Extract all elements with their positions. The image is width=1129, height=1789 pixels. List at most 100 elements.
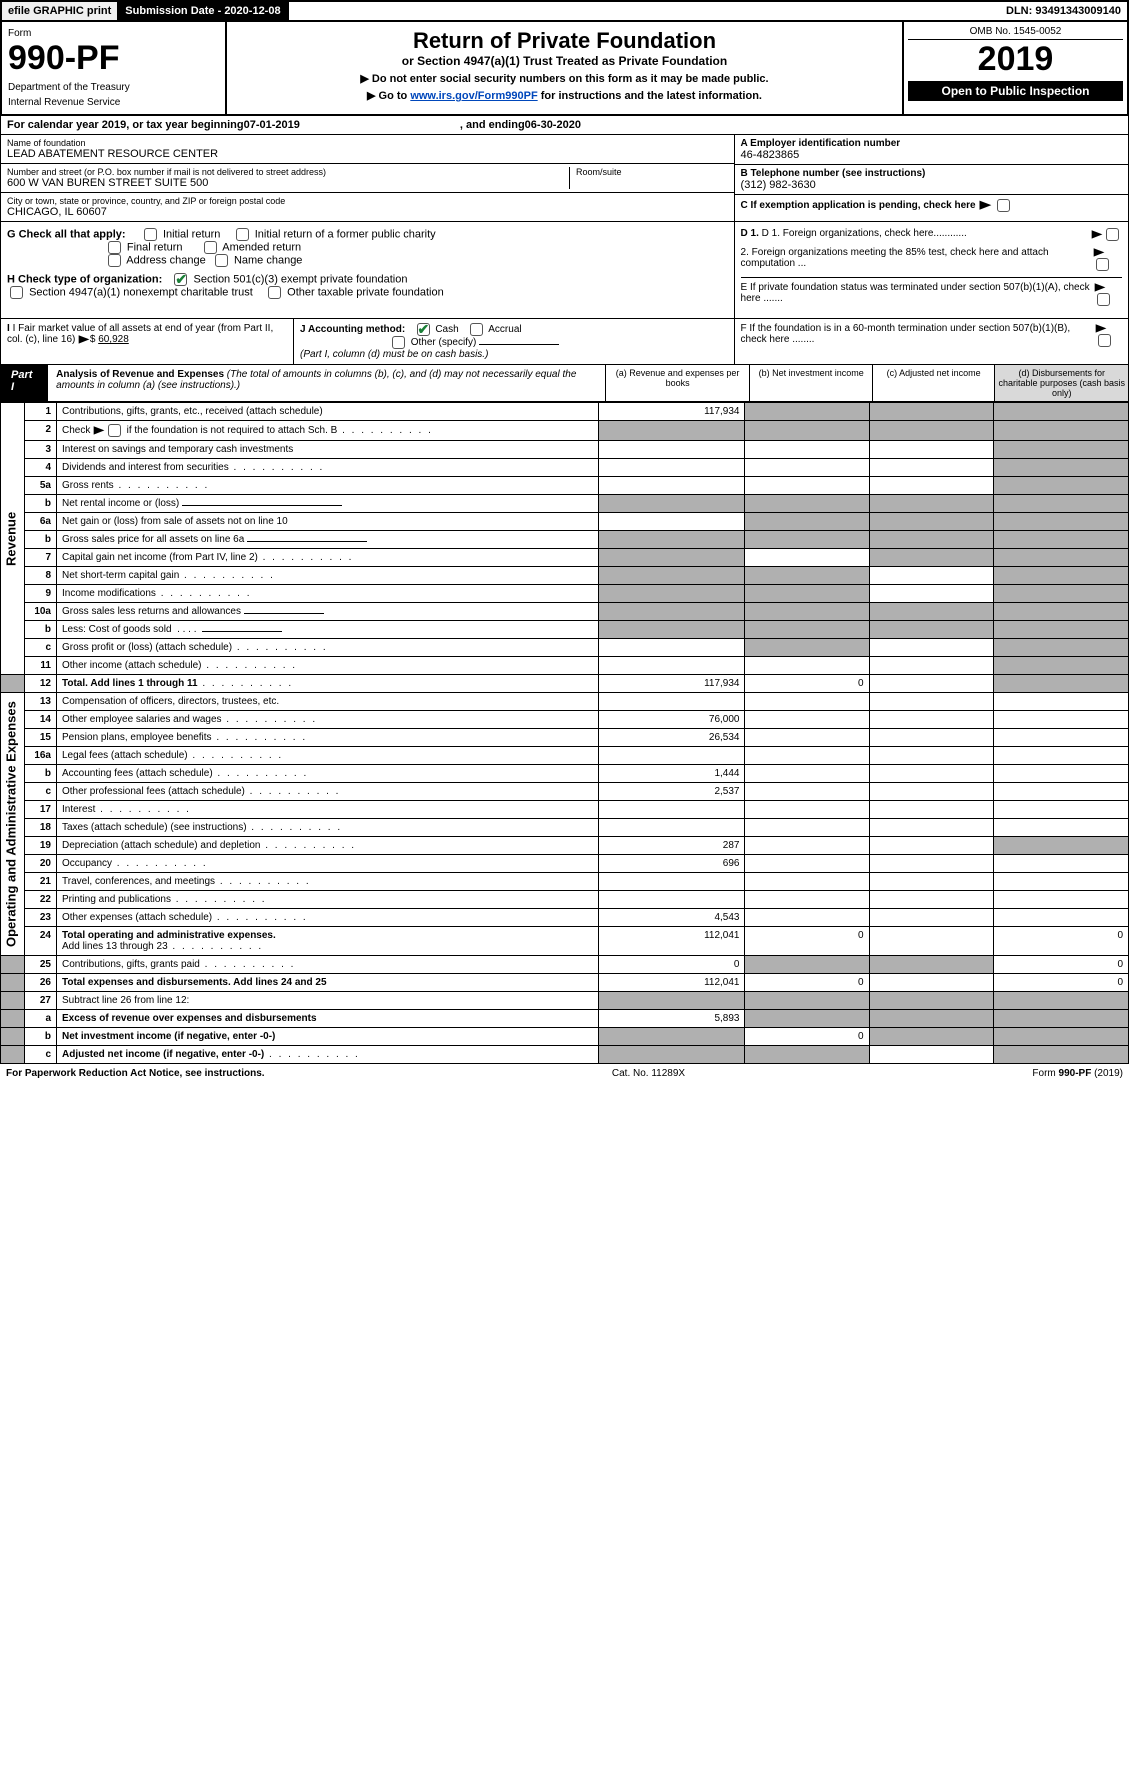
g-opt1: Initial return	[163, 228, 220, 240]
h-opt1: Section 501(c)(3) exempt private foundat…	[193, 273, 407, 285]
h-4947-checkbox[interactable]	[10, 286, 23, 299]
line-desc: Legal fees (attach schedule)	[57, 747, 599, 765]
arrow-icon: ▶	[94, 425, 104, 436]
d2-checkbox[interactable]	[1096, 258, 1109, 271]
table-row: 16aLegal fees (attach schedule)	[1, 747, 1129, 765]
c-checkbox[interactable]	[997, 199, 1010, 212]
e-checkbox[interactable]	[1097, 293, 1110, 306]
line-val-a: 76,000	[598, 711, 745, 729]
d1-checkbox[interactable]	[1106, 228, 1119, 241]
line-num: 5a	[25, 477, 57, 495]
arrow-icon: ▶	[79, 334, 89, 345]
arrow-icon: ▶	[1095, 282, 1105, 293]
part1-title: Analysis of Revenue and Expenses	[56, 369, 224, 380]
l27b-text: Net investment income (if negative, ente…	[62, 1031, 275, 1042]
l26-text: Total expenses and disbursements. Add li…	[62, 977, 327, 988]
l2-checkbox[interactable]	[108, 424, 121, 437]
d2-text: 2. Foreign organizations meeting the 85%…	[741, 247, 1094, 269]
cal-end: 06-30-2020	[525, 119, 581, 131]
line-num: b	[25, 1028, 57, 1046]
col-d-head: (d) Disbursements for charitable purpose…	[994, 365, 1128, 401]
line-desc: Interest	[57, 801, 599, 819]
cal-mid: , and ending	[460, 119, 525, 131]
part1-table: Revenue 1 Contributions, gifts, grants, …	[0, 402, 1129, 1064]
g-row: G Check all that apply: Initial return I…	[7, 228, 728, 267]
c-label: C If exemption application is pending, c…	[741, 200, 976, 211]
line-num: b	[25, 531, 57, 549]
table-row: aExcess of revenue over expenses and dis…	[1, 1010, 1129, 1028]
line-val-a: 26,534	[598, 729, 745, 747]
form-subtitle: or Section 4947(a)(1) Trust Treated as P…	[233, 54, 896, 68]
table-row: 18Taxes (attach schedule) (see instructi…	[1, 819, 1129, 837]
table-row: cAdjusted net income (if negative, enter…	[1, 1046, 1129, 1064]
info-block: Name of foundation LEAD ABATEMENT RESOUR…	[0, 135, 1129, 222]
tax-year: 2019	[908, 40, 1123, 79]
ein-row: A Employer identification number 46-4823…	[735, 135, 1128, 165]
form-title: Return of Private Foundation	[233, 28, 896, 54]
info-right: A Employer identification number 46-4823…	[734, 135, 1128, 221]
h-501c3-checkbox[interactable]	[174, 273, 187, 286]
line-val-d: 0	[993, 974, 1128, 992]
line-desc: Other expenses (attach schedule)	[57, 909, 599, 927]
i-block: I I Fair market value of all assets at e…	[1, 319, 294, 364]
phone-label: B Telephone number (see instructions)	[741, 168, 1122, 179]
l6b-text: Gross sales price for all assets on line…	[62, 534, 244, 545]
line-desc: Other employee salaries and wages	[57, 711, 599, 729]
j-accrual: Accrual	[488, 324, 521, 335]
line-num: 25	[25, 956, 57, 974]
g-initial-checkbox[interactable]	[144, 228, 157, 241]
g-amended-checkbox[interactable]	[204, 241, 217, 254]
line-desc: Net gain or (loss) from sale of assets n…	[57, 513, 599, 531]
line-desc: Capital gain net income (from Part IV, l…	[57, 549, 599, 567]
line-val-a: 117,934	[598, 675, 745, 693]
e-text: E If private foundation status was termi…	[741, 282, 1095, 304]
g-opt5: Address change	[126, 254, 206, 266]
footer-mid: Cat. No. 11289X	[612, 1068, 685, 1079]
header-right: OMB No. 1545-0052 2019 Open to Public In…	[902, 22, 1127, 114]
l12-text: Total. Add lines 1 through 11	[62, 678, 198, 689]
g-name-checkbox[interactable]	[215, 254, 228, 267]
j-other: Other (specify)	[411, 337, 477, 348]
arrow-icon: ▶	[1092, 229, 1102, 240]
cal-pre: For calendar year 2019, or tax year begi…	[7, 119, 244, 131]
line-val-a: 117,934	[598, 403, 745, 421]
j-cash-checkbox[interactable]	[417, 323, 430, 336]
line-num: 20	[25, 855, 57, 873]
line-desc: Depreciation (attach schedule) and deple…	[57, 837, 599, 855]
j-block: J Accounting method: Cash Accrual Other …	[294, 319, 734, 364]
line-num: 18	[25, 819, 57, 837]
line-num: 10a	[25, 603, 57, 621]
l10b-text: Less: Cost of goods sold	[62, 624, 172, 635]
g-address-checkbox[interactable]	[108, 254, 121, 267]
irs-link[interactable]: www.irs.gov/Form990PF	[410, 90, 537, 102]
line-val-a: 2,537	[598, 783, 745, 801]
top-bar: efile GRAPHIC print Submission Date - 20…	[0, 0, 1129, 22]
j-accrual-checkbox[interactable]	[470, 323, 483, 336]
l24-text: Total operating and administrative expen…	[62, 930, 276, 941]
l5b-line	[182, 505, 342, 506]
f-block: F If the foundation is in a 60-month ter…	[734, 319, 1128, 364]
j-other-checkbox[interactable]	[392, 336, 405, 349]
line-desc: Occupancy	[57, 855, 599, 873]
part1-desc: Analysis of Revenue and Expenses (The to…	[48, 365, 605, 401]
line-num: 13	[25, 693, 57, 711]
g-initial-former-checkbox[interactable]	[236, 228, 249, 241]
col-c-head: (c) Adjusted net income	[872, 365, 994, 401]
j-other-line[interactable]	[479, 344, 559, 345]
line-num: 14	[25, 711, 57, 729]
line-val-a: 696	[598, 855, 745, 873]
l2-pre: Check	[62, 425, 93, 436]
g-final-checkbox[interactable]	[108, 241, 121, 254]
table-row: 22Printing and publications	[1, 891, 1129, 909]
line-desc: Net investment income (if negative, ente…	[57, 1028, 599, 1046]
h-other-checkbox[interactable]	[268, 286, 281, 299]
table-row: 26Total expenses and disbursements. Add …	[1, 974, 1129, 992]
line-num: 16a	[25, 747, 57, 765]
line-val-a: 287	[598, 837, 745, 855]
table-row: b Gross sales price for all assets on lin…	[1, 531, 1129, 549]
line-desc: Printing and publications	[57, 891, 599, 909]
form-note1: ▶ Do not enter social security numbers o…	[233, 72, 896, 85]
line-val-b: 0	[745, 1028, 869, 1046]
line-val-a: 0	[598, 956, 745, 974]
f-checkbox[interactable]	[1098, 334, 1111, 347]
